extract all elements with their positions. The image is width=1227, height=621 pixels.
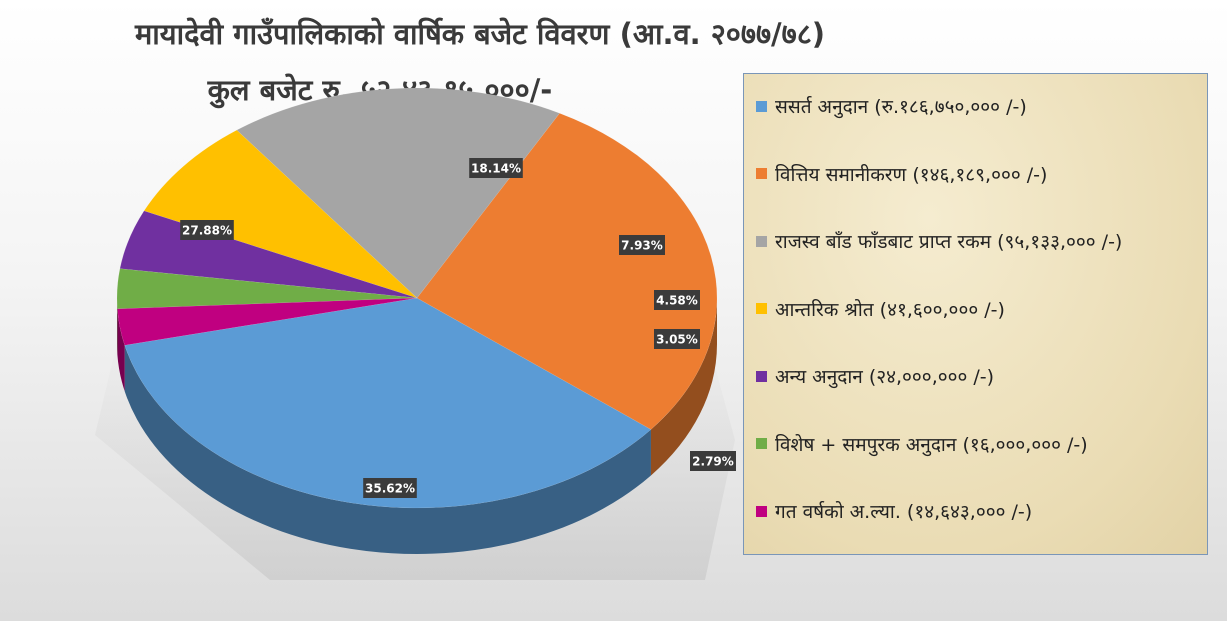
data-label-bg	[469, 158, 523, 178]
legend-label: वित्तिय समानीकरण (१४६,१८९,००० /-)	[775, 163, 1048, 186]
data-label-text: 18.14%	[471, 162, 521, 176]
pie-slice-2	[236, 87, 560, 299]
pie-slice-6	[117, 297, 418, 346]
legend-item-3: आन्तरिक श्रोत (४१,६००,००० /-)	[756, 289, 1005, 329]
legend-item-1: वित्तिय समानीकरण (१४६,१८९,००० /-)	[756, 154, 1047, 194]
legend-swatch	[756, 100, 767, 112]
data-label-text: 7.93%	[621, 239, 663, 253]
data-label-text: 27.88%	[182, 224, 232, 238]
data-label-bg	[654, 290, 700, 310]
data-label-3: 7.93%	[619, 235, 665, 255]
pie-slice-5	[116, 268, 418, 310]
data-label-0: 35.62%	[363, 478, 417, 498]
pie-side-गत	[117, 308, 125, 392]
legend-swatch	[756, 370, 767, 382]
legend-item-0: ससर्त अनुदान (रु.१८६,७५०,००० /-)	[756, 86, 1027, 126]
pie-slice-1	[416, 112, 718, 430]
data-label-bg	[180, 220, 234, 240]
legend-swatch	[756, 505, 767, 517]
legend-label: गत वर्षको अ.ल्या. (१४,६४३,००० /-)	[775, 501, 1033, 523]
chart-title: मायादेवी गाउँपालिकाको वार्षिक बजेट विवरण…	[134, 17, 826, 51]
legend-swatch	[756, 438, 767, 449]
legend-label: विशेष + समपुरक अनुदान (१६,०००,००० /-)	[775, 433, 1088, 456]
pie-top	[116, 87, 718, 509]
legend-item-6: गत वर्षको अ.ल्या. (१४,६४३,००० /-)	[756, 491, 1032, 531]
legend-label: आन्तरिक श्रोत (४१,६००,००० /-)	[775, 298, 1005, 321]
data-label-text: 3.05%	[656, 333, 698, 347]
pie-sides	[117, 298, 717, 554]
data-label-bg	[690, 451, 736, 471]
pie-side-वित्तिय	[650, 298, 717, 476]
legend-swatch	[756, 168, 767, 179]
data-label-1: 27.88%	[180, 220, 234, 240]
legend-label: अन्य अनुदान (२४,०००,००० /-)	[775, 366, 995, 388]
pie-side-ससर्त	[124, 345, 651, 554]
data-label-text: 4.58%	[656, 294, 698, 308]
data-label-6: 2.79%	[690, 451, 736, 471]
data-label-bg	[654, 329, 700, 349]
legend-label: ससर्त अनुदान (रु.१८६,७५०,००० /-)	[775, 96, 1027, 118]
legend-item-4: अन्य अनुदान (२४,०००,००० /-)	[756, 356, 994, 396]
legend-item-2: राजस्व बाँड फाँडबाट प्राप्त रकम (९५,१३३,…	[756, 221, 1122, 261]
legend-label: राजस्व बाँड फाँडबाट प्राप्त रकम (९५,१३३,…	[775, 231, 1123, 253]
data-label-5: 3.05%	[654, 329, 700, 349]
data-label-4: 4.58%	[654, 290, 700, 310]
pie-slice-3	[143, 129, 418, 299]
data-label-bg	[619, 235, 665, 255]
data-label-text: 2.79%	[692, 455, 734, 469]
chart-legend: ससर्त अनुदान (रु.१८६,७५०,००० /-) वित्तिय …	[743, 73, 1208, 555]
legend-swatch	[756, 235, 767, 247]
data-label-bg	[363, 478, 417, 498]
pie-data-labels: 35.62% 27.88% 18.14% 7.93% 4.58% 3.05% 2.79%	[180, 158, 736, 498]
legend-swatch	[756, 303, 767, 314]
pie-slice-0	[124, 297, 652, 509]
legend-item-5: विशेष + समपुरक अनुदान (१६,०००,००० /-)	[756, 424, 1088, 464]
data-label-text: 35.62%	[365, 482, 415, 496]
data-label-2: 18.14%	[469, 158, 523, 178]
